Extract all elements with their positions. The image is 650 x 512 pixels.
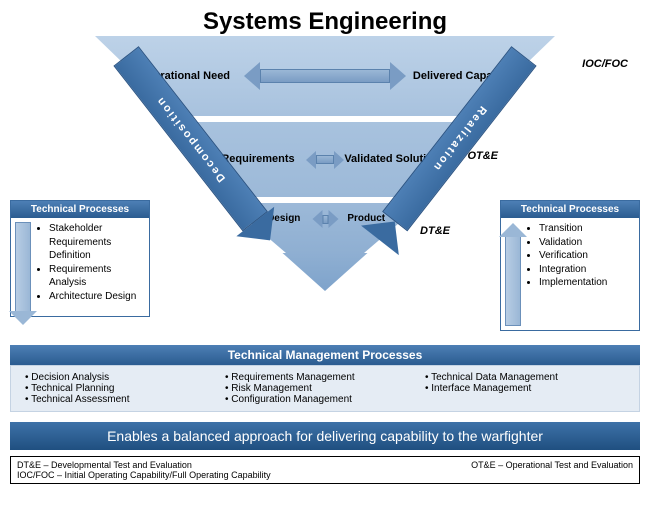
tech-processes-left: Technical Processes Stakeholder Requirem… xyxy=(10,200,150,317)
list-item: Technical Data Management xyxy=(425,372,625,383)
double-arrow-icon xyxy=(244,62,406,90)
tech-left-list: Stakeholder Requirements Definition Requ… xyxy=(35,222,145,303)
arrow-down-icon xyxy=(15,222,31,312)
legend-iocfoc: IOC/FOC – Initial Operating Capability/F… xyxy=(17,470,271,480)
list-item: Interface Management xyxy=(425,383,625,394)
list-item: Technical Planning xyxy=(25,383,225,394)
tech-right-header: Technical Processes xyxy=(501,201,639,218)
page-title: Systems Engineering xyxy=(0,0,650,36)
tech-left-header: Technical Processes xyxy=(11,201,149,218)
side-label-ote: OT&E xyxy=(467,150,498,162)
tech-right-list: Transition Validation Verification Integ… xyxy=(525,222,607,290)
list-item: Implementation xyxy=(539,276,607,290)
list-item: Verification xyxy=(539,249,607,263)
side-label-dte: DT&E xyxy=(420,225,450,237)
tmp-col-2: Requirements Management Risk Management … xyxy=(225,372,425,405)
tmp-header: Technical Management Processes xyxy=(10,345,640,365)
double-arrow-icon xyxy=(306,151,344,169)
banner: Enables a balanced approach for deliveri… xyxy=(10,422,640,450)
list-item: Requirements Analysis xyxy=(49,263,145,290)
list-item: Risk Management xyxy=(225,383,425,394)
list-item: Integration xyxy=(539,263,607,277)
list-item: Stakeholder Requirements Definition xyxy=(49,222,145,263)
tmp-body: Decision Analysis Technical Planning Tec… xyxy=(10,365,640,412)
list-item: Configuration Management xyxy=(225,394,425,405)
arrow-up-icon xyxy=(505,236,521,326)
list-item: Architecture Design xyxy=(49,290,145,304)
list-item: Decision Analysis xyxy=(25,372,225,383)
legend-left: DT&E – Developmental Test and Evaluation… xyxy=(17,460,271,480)
tech-processes-right: Technical Processes Transition Validatio… xyxy=(500,200,640,331)
double-arrow-icon xyxy=(312,210,338,228)
tmp-col-1: Decision Analysis Technical Planning Tec… xyxy=(25,372,225,405)
list-item: Transition xyxy=(539,222,607,236)
list-item: Requirements Management xyxy=(225,372,425,383)
legend-box: DT&E – Developmental Test and Evaluation… xyxy=(10,456,640,484)
list-item: Technical Assessment xyxy=(25,394,225,405)
vee-diagram: Operational Need Delivered Capability Re… xyxy=(80,36,570,321)
list-item: Validation xyxy=(539,236,607,250)
legend-ote: OT&E – Operational Test and Evaluation xyxy=(471,460,633,480)
tier-divider xyxy=(165,116,485,122)
vee-tip xyxy=(283,253,368,291)
side-label-iocfoc: IOC/FOC xyxy=(582,58,628,70)
tmp-col-3: Technical Data Management Interface Mana… xyxy=(425,372,625,405)
legend-dte: DT&E – Developmental Test and Evaluation xyxy=(17,460,271,470)
